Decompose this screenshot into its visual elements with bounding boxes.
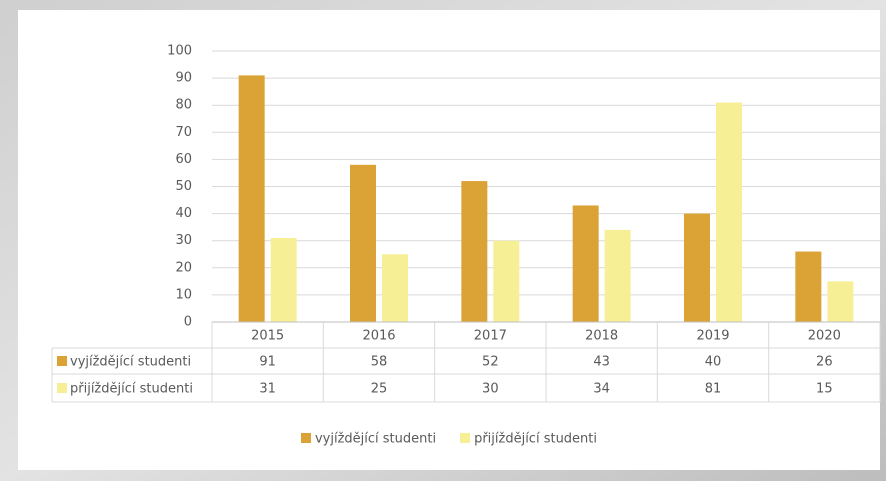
- table-series-name: přijíždějící studenti: [70, 382, 193, 397]
- x-tick-label: 2015: [251, 329, 284, 344]
- y-tick-label: 70: [175, 125, 192, 140]
- table-value: 58: [371, 355, 388, 370]
- table-value: 34: [593, 382, 610, 397]
- x-tick-label: 2018: [585, 329, 618, 344]
- table-legend-key: [57, 356, 67, 366]
- table-value: 81: [705, 382, 722, 397]
- bar: [238, 75, 265, 322]
- legend-key: [460, 433, 471, 443]
- y-tick-label: 60: [175, 152, 192, 167]
- bar: [684, 213, 710, 322]
- bar: [572, 205, 599, 322]
- table-value: 31: [259, 382, 276, 397]
- table-legend-key: [57, 383, 67, 393]
- x-tick-label: 2020: [808, 329, 841, 344]
- y-tick-label: 100: [167, 44, 192, 59]
- y-tick-label: 80: [175, 98, 192, 113]
- bar: [493, 240, 520, 322]
- y-tick-label: 0: [184, 315, 192, 330]
- bar: [350, 164, 376, 322]
- bar: [795, 251, 822, 322]
- table-value: 30: [482, 382, 499, 397]
- bar: [382, 254, 408, 322]
- legend-label: vyjíždějící studenti: [315, 432, 436, 447]
- bar: [461, 181, 488, 322]
- table-series-name: vyjíždějící studenti: [70, 355, 191, 370]
- x-tick-label: 2016: [362, 329, 395, 344]
- legend-key: [300, 433, 311, 443]
- y-tick-label: 20: [175, 260, 192, 275]
- bar: [604, 229, 631, 322]
- table-value: 43: [593, 355, 610, 370]
- x-tick-label: 2017: [474, 329, 507, 344]
- bar: [270, 237, 297, 322]
- chart-panel: [18, 10, 880, 470]
- y-tick-label: 90: [175, 71, 192, 86]
- y-tick-label: 30: [175, 233, 192, 248]
- legend-label: přijíždějící studenti: [474, 432, 597, 447]
- table-value: 15: [816, 382, 833, 397]
- y-tick-label: 40: [175, 206, 192, 221]
- table-value: 40: [705, 355, 722, 370]
- table-value: 91: [259, 355, 276, 370]
- bar: [716, 102, 742, 323]
- table-value: 52: [482, 355, 499, 370]
- table-value: 25: [371, 382, 388, 397]
- y-tick-label: 50: [175, 179, 192, 194]
- bar: [827, 281, 854, 322]
- y-tick-label: 10: [175, 287, 192, 302]
- table-value: 26: [816, 355, 833, 370]
- x-tick-label: 2019: [696, 329, 729, 344]
